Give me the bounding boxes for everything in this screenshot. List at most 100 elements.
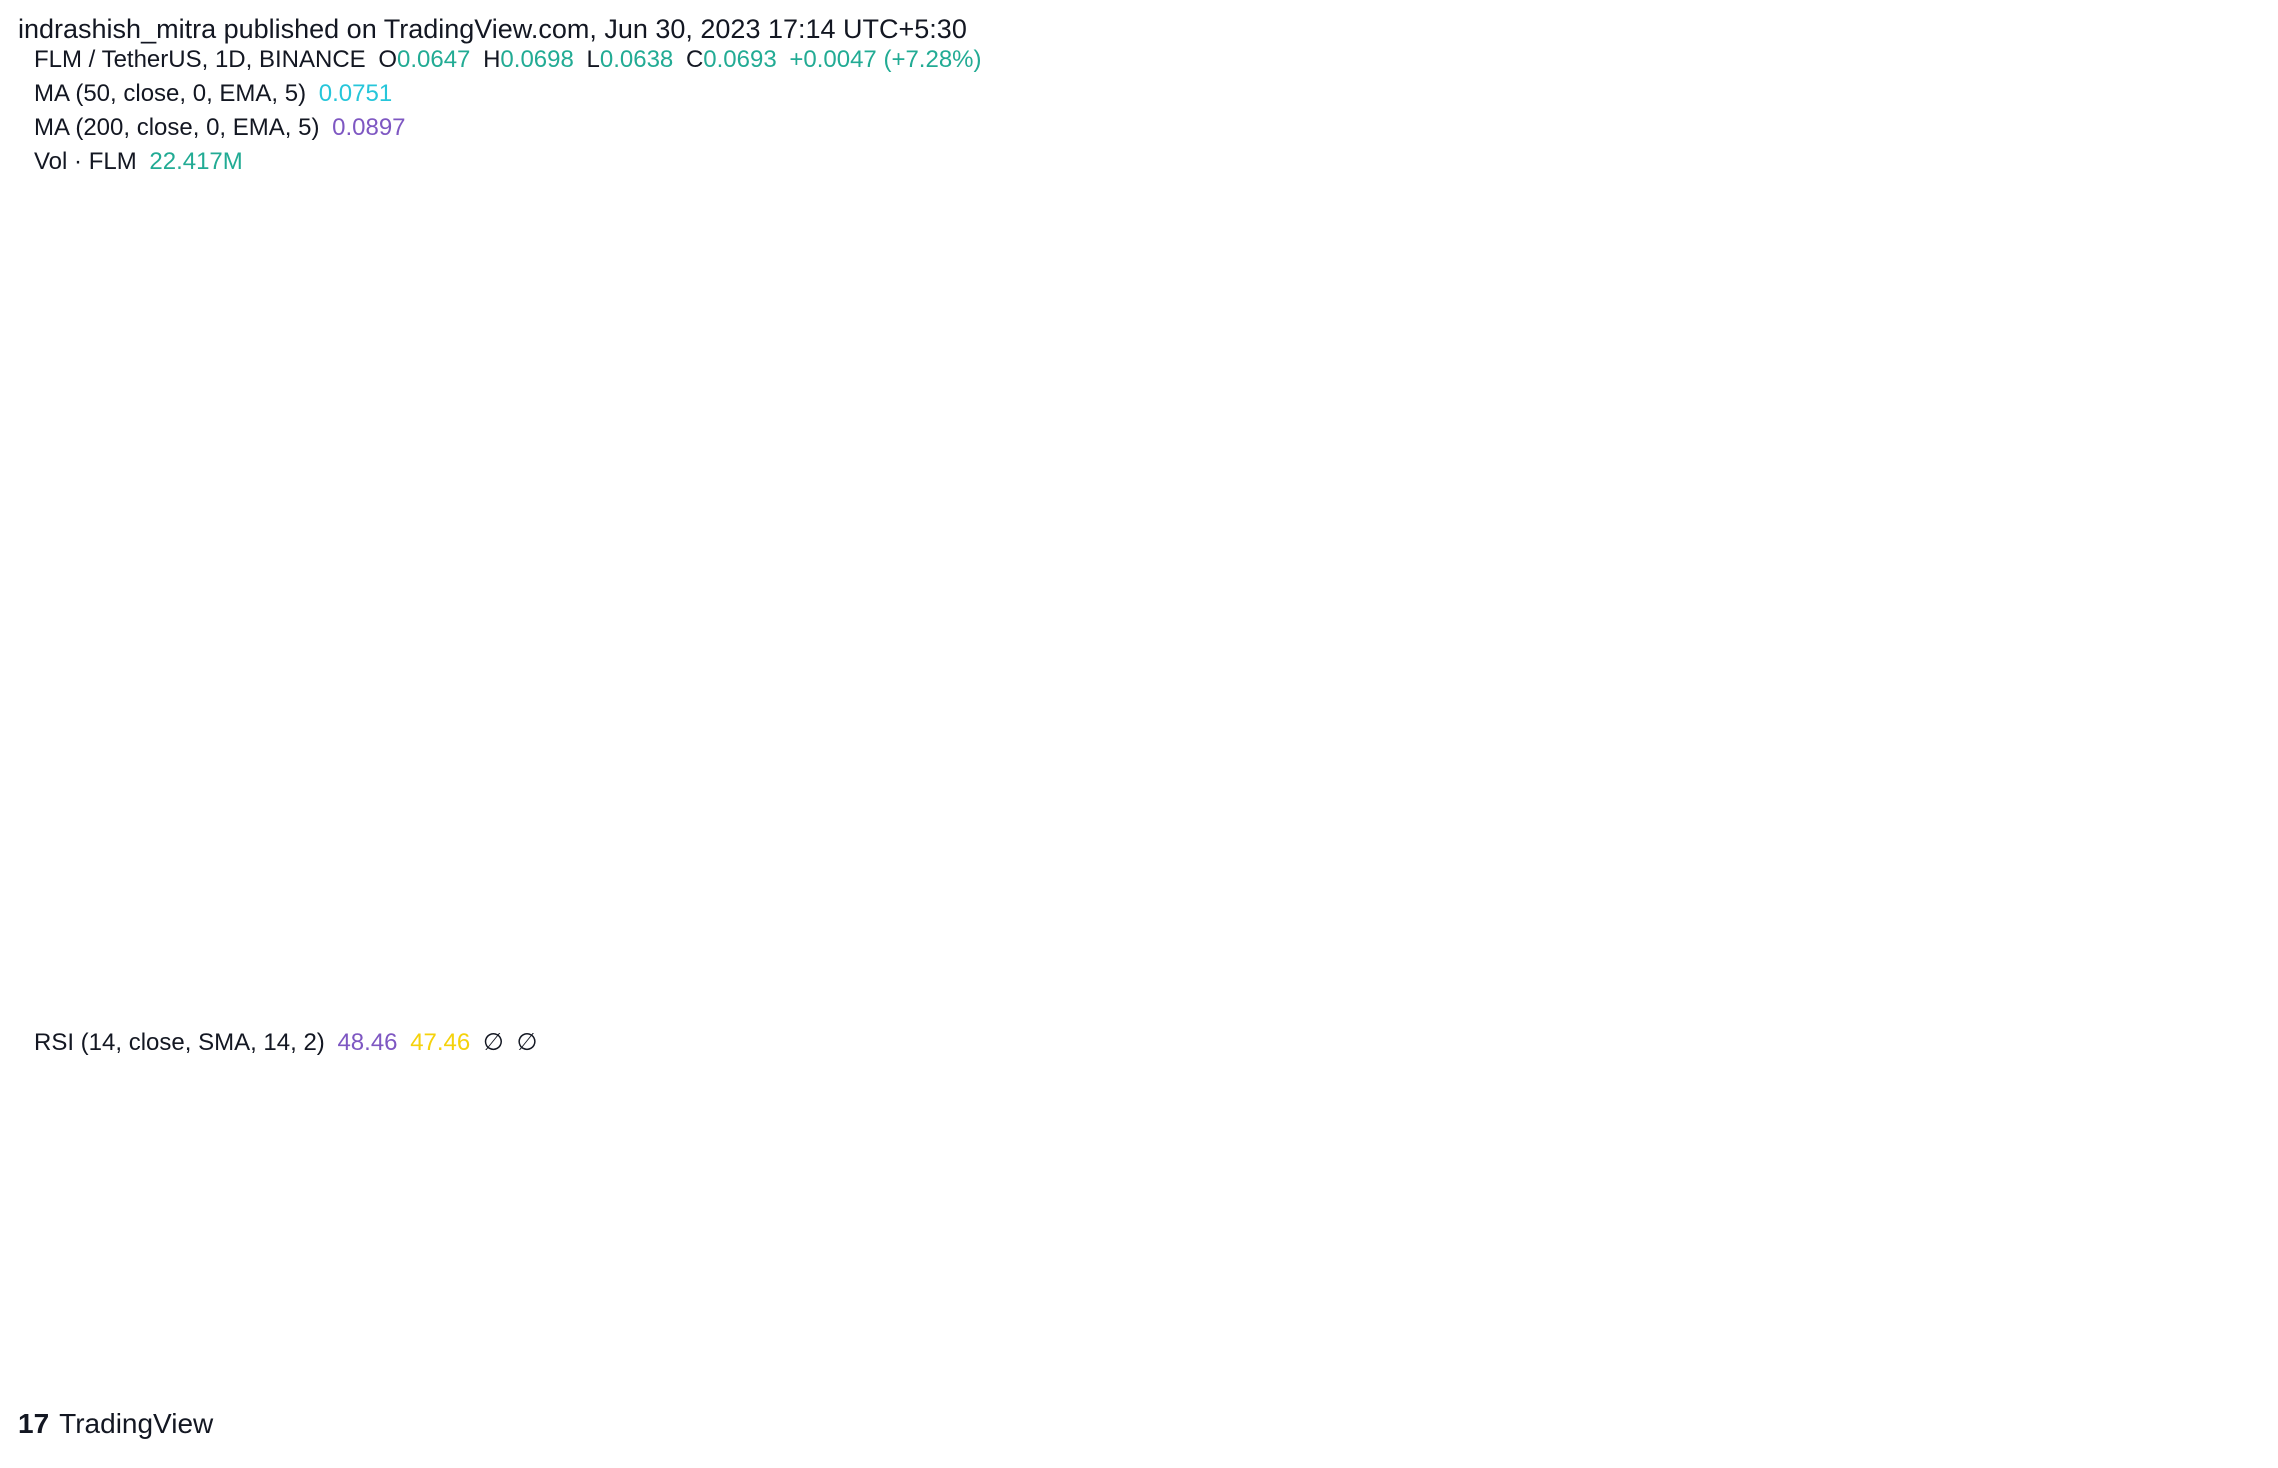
- ma50-legend[interactable]: MA (50, close, 0, EMA, 5) 0.0751: [34, 80, 398, 108]
- volume-bar: [1682, 1002, 1686, 1010]
- volume-bar: [1104, 1005, 1108, 1010]
- ma200-legend[interactable]: MA (200, close, 0, EMA, 5) 0.0897: [34, 114, 412, 142]
- candle-body: [335, 506, 340, 533]
- candle-body: [1082, 657, 1087, 667]
- candle-body: [1787, 680, 1792, 682]
- candle-body: [839, 688, 844, 699]
- volume-bar: [474, 999, 478, 1010]
- candle-body: [1236, 537, 1241, 588]
- volume-bar: [1411, 992, 1415, 1010]
- volume-bar: [1867, 999, 1871, 1010]
- candle-body: [388, 550, 393, 563]
- candle-body: [1035, 704, 1040, 724]
- candle-body: [1390, 611, 1395, 628]
- volume-bar: [733, 994, 737, 1010]
- candle-body: [1268, 417, 1273, 476]
- volume-bar: [1385, 998, 1389, 1010]
- candle-body: [1607, 615, 1612, 636]
- candle-body: [563, 570, 568, 587]
- volume-legend[interactable]: Vol · FLM 22.417M: [34, 148, 249, 176]
- ma50-value: 0.0751: [318, 80, 393, 107]
- candle-body: [1803, 688, 1808, 694]
- candle-body: [304, 486, 309, 512]
- candle-body: [23, 294, 28, 309]
- candle-body: [1278, 478, 1283, 493]
- candle-body: [1289, 492, 1294, 500]
- volume-bar: [1178, 1004, 1182, 1010]
- candle-body: [1183, 585, 1188, 597]
- volume-bar: [1788, 993, 1792, 1010]
- volume-bar: [1486, 1000, 1490, 1010]
- volume-bar: [1517, 1003, 1521, 1010]
- volume-bar: [1406, 1005, 1410, 1010]
- volume-bar: [1475, 1004, 1479, 1010]
- candle-body: [1559, 481, 1564, 497]
- volume-bar: [50, 996, 54, 1010]
- volume-bar: [1676, 997, 1680, 1010]
- rsi-legend[interactable]: RSI (14, close, SMA, 14, 2) 48.46 47.46 …: [34, 1028, 543, 1057]
- time-tick-label: May: [1608, 1359, 1653, 1386]
- volume-bar: [1480, 994, 1484, 1010]
- candle-body: [780, 734, 785, 736]
- candle-body: [1157, 616, 1162, 620]
- candle-body: [828, 699, 833, 701]
- volume-bar: [940, 997, 944, 1010]
- candle-body: [256, 355, 261, 373]
- volume-bar: [532, 999, 536, 1010]
- symbol-label[interactable]: FLM / TetherUS, 1D, BINANCE: [34, 46, 366, 73]
- candle-body: [60, 212, 65, 217]
- volume-bar: [585, 997, 589, 1010]
- candle-body: [876, 672, 881, 693]
- volume-bar: [664, 998, 668, 1010]
- candle-body: [447, 555, 452, 559]
- volume-bar: [1210, 1002, 1214, 1010]
- candle-body: [1761, 679, 1766, 682]
- candle-body: [516, 515, 521, 523]
- volume-bar: [1491, 997, 1495, 1010]
- volume-bar: [1374, 1001, 1378, 1010]
- volume-bar: [1141, 1001, 1145, 1010]
- volume-bar: [421, 1003, 425, 1010]
- volume-bar: [1046, 997, 1050, 1010]
- candle-body: [1729, 699, 1734, 707]
- candle-body: [1527, 568, 1532, 588]
- candle-body: [833, 698, 838, 700]
- volume-bar: [1358, 1001, 1362, 1010]
- candle-body: [1077, 661, 1082, 667]
- volume-bar: [1931, 998, 1935, 1010]
- volume-bar: [961, 1005, 965, 1010]
- volume-bar: [256, 1005, 260, 1010]
- volume-bar: [87, 992, 91, 1010]
- candle-body: [971, 768, 976, 772]
- volume-bar: [818, 1002, 822, 1010]
- volume-bar: [1311, 998, 1315, 1010]
- volume-bar: [595, 1001, 599, 1010]
- volume-bar: [1735, 998, 1739, 1010]
- volume-bar: [1697, 1002, 1701, 1010]
- candle-body: [1734, 696, 1739, 700]
- volume-bar: [1586, 1004, 1590, 1010]
- volume-bar: [1056, 1004, 1060, 1010]
- rsi-value-badge-bg: [2120, 1178, 2250, 1213]
- candle-body: [786, 729, 791, 735]
- candle-body: [664, 476, 669, 489]
- volume-bar: [1777, 1005, 1781, 1010]
- volume-bar: [1607, 999, 1611, 1010]
- volume-bar: [754, 1001, 758, 1010]
- volume-bar: [1899, 940, 1903, 1010]
- candle-body: [1146, 602, 1151, 618]
- volume-bar: [1014, 1001, 1018, 1010]
- volume-bar: [1380, 998, 1384, 1010]
- volume-bar: [246, 996, 250, 1010]
- volume-bar: [299, 996, 303, 1010]
- close-value: 0.0693: [703, 46, 777, 73]
- candle-body: [680, 457, 685, 478]
- candle-body: [1459, 633, 1464, 660]
- candle-body: [1644, 629, 1649, 634]
- candle-body: [1231, 587, 1236, 600]
- candle-body: [913, 730, 918, 737]
- candle-body: [754, 730, 759, 733]
- candle-body: [346, 511, 351, 540]
- volume-bar: [1337, 994, 1341, 1010]
